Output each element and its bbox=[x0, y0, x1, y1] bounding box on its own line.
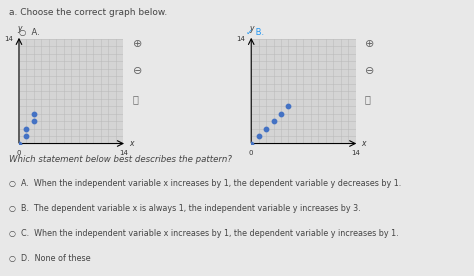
Text: a. Choose the correct graph below.: a. Choose the correct graph below. bbox=[9, 8, 168, 17]
Text: x: x bbox=[362, 139, 366, 148]
Text: ○  C.  When the independent variable x increases by 1, the dependent variable y : ○ C. When the independent variable x inc… bbox=[9, 229, 399, 238]
Text: y: y bbox=[17, 24, 21, 33]
Point bbox=[30, 119, 37, 123]
Text: ✓ B.: ✓ B. bbox=[246, 28, 264, 37]
Text: ○  A.: ○ A. bbox=[19, 28, 40, 37]
Point bbox=[285, 104, 292, 108]
Text: x: x bbox=[129, 139, 134, 148]
Point bbox=[23, 134, 30, 138]
Text: ⊕: ⊕ bbox=[133, 39, 142, 49]
Point bbox=[23, 126, 30, 131]
Text: Which statement below best describes the pattern?: Which statement below best describes the… bbox=[9, 155, 232, 164]
Text: ○  D.  None of these: ○ D. None of these bbox=[9, 254, 91, 263]
Text: 14: 14 bbox=[4, 36, 13, 42]
Text: y: y bbox=[249, 24, 254, 33]
Text: ⧉: ⧉ bbox=[133, 94, 138, 104]
Point bbox=[255, 134, 263, 138]
Point bbox=[30, 111, 37, 116]
Point bbox=[277, 111, 285, 116]
Text: ○  B.  The dependent variable x is always 1, the independent variable y increase: ○ B. The dependent variable x is always … bbox=[9, 204, 361, 213]
Point bbox=[270, 119, 277, 123]
Text: ○  A.  When the independent variable x increases by 1, the dependent variable y : ○ A. When the independent variable x inc… bbox=[9, 179, 402, 189]
Text: ⊕: ⊕ bbox=[365, 39, 374, 49]
Text: ⧉: ⧉ bbox=[365, 94, 371, 104]
Text: ⊖: ⊖ bbox=[133, 66, 142, 76]
Text: ⊖: ⊖ bbox=[365, 66, 374, 76]
Text: 14: 14 bbox=[119, 150, 128, 155]
Text: 0: 0 bbox=[17, 150, 21, 155]
Point bbox=[15, 141, 23, 146]
Point bbox=[247, 141, 255, 146]
Text: 14: 14 bbox=[351, 150, 360, 155]
Text: 14: 14 bbox=[237, 36, 245, 42]
Text: 0: 0 bbox=[249, 150, 254, 155]
Point bbox=[262, 126, 270, 131]
